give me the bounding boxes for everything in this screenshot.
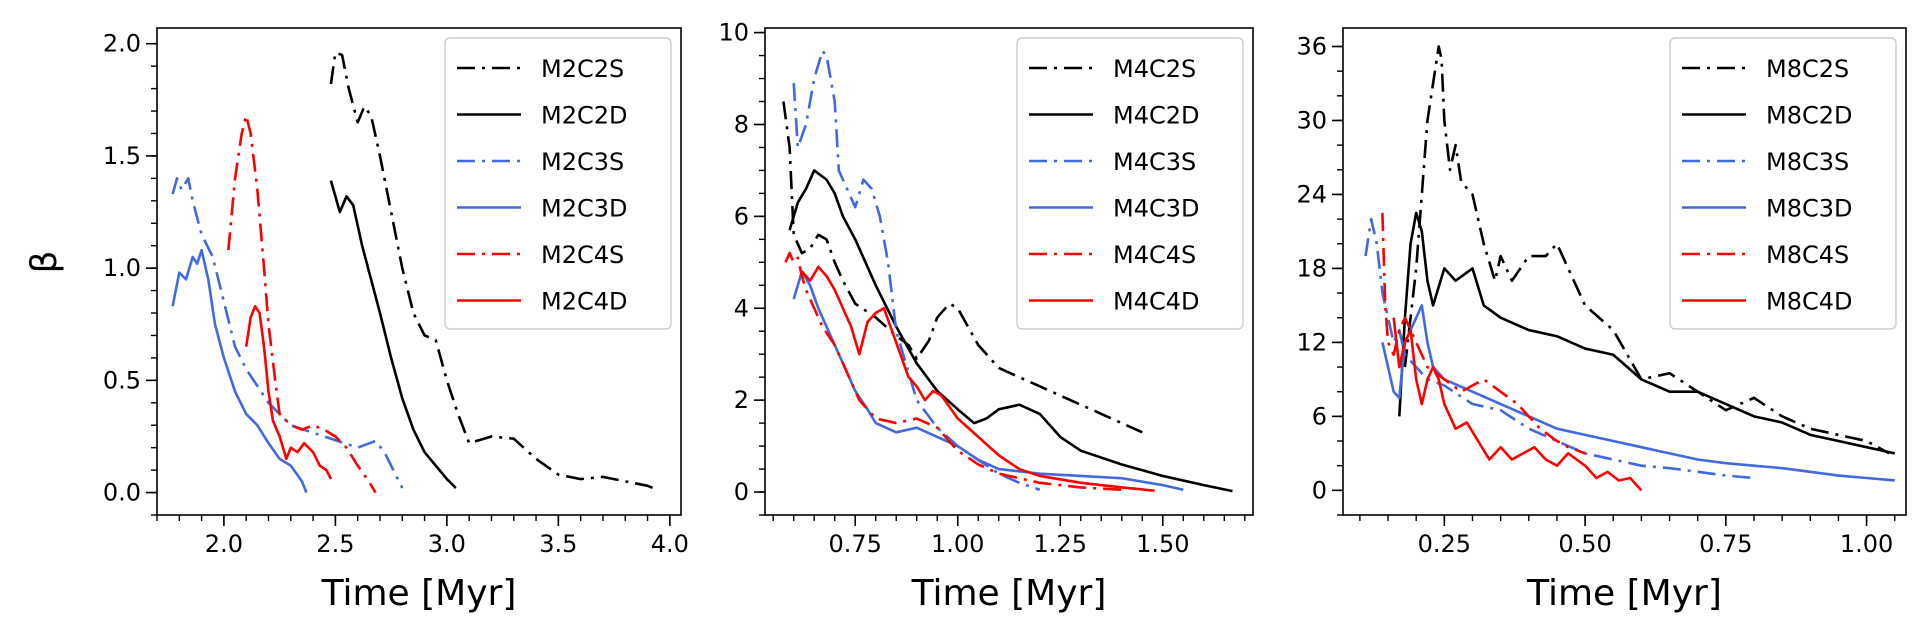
series-line-M4C4S [784, 251, 1122, 492]
series-line-M2C2S [329, 51, 660, 492]
x-tick-label: 4.0 [651, 530, 689, 558]
series-line-M4C2S [782, 101, 1143, 434]
series-line-M4C4D [800, 265, 1155, 492]
y-axis-label: β [24, 251, 65, 274]
legend-label: M2C2D [541, 102, 627, 130]
y-tick-label: 36 [1296, 32, 1327, 60]
plot-frame [156, 27, 682, 516]
legend-box [444, 37, 672, 330]
y-tick-label: 10 [718, 19, 749, 47]
legend-box [1669, 37, 1897, 330]
x-tick-label: 2.0 [205, 530, 243, 558]
y-tick-label: 2.0 [103, 30, 141, 58]
x-tick-label: 1.00 [931, 530, 984, 558]
x-tick-label: 1.25 [1034, 530, 1087, 558]
legend-label: M8C4S [1766, 241, 1849, 269]
legend-label: M4C4S [1113, 241, 1196, 269]
y-tick-label: 0 [734, 478, 749, 506]
series-line-M2C4D [244, 304, 333, 480]
legend-label: M4C3D [1113, 195, 1199, 223]
y-tick-label: 30 [1296, 106, 1327, 134]
series-line-M4C3D [792, 270, 1184, 491]
legend-label: M8C3D [1766, 195, 1852, 223]
x-tick-label: 3.5 [539, 530, 577, 558]
legend: M4C2S M4C2D M4C3S M4C3D M4C4S M4C4D [1016, 37, 1244, 330]
legend-label: M4C3S [1113, 148, 1196, 176]
series-line-M8C2D [1398, 211, 1896, 455]
series-line-M8C2S [1403, 45, 1890, 455]
series-line-M8C3D [1381, 304, 1895, 482]
legend-label: M4C4D [1113, 288, 1199, 316]
chart-panel-1: 2.0 2.5 3.0 3.5 4.0 0.0 0.5 1.0 1.5 2.0 Time [Myr]… [103, 27, 689, 614]
legend-label: M2C3S [541, 148, 624, 176]
y-tick-label: 1.5 [103, 142, 141, 170]
chart-panel-3: 0.25 0.50 0.75 1.00 0 6 12 18 24 30 36 Time [Myr] M8… [1296, 27, 1907, 614]
series-line-M8C3S [1364, 217, 1755, 480]
series-line-M4C3S [792, 49, 1041, 491]
legend-label: M2C3D [541, 195, 627, 223]
y-tick-label: 0 [1312, 476, 1327, 504]
series-line-M8C4D [1392, 317, 1643, 492]
legend-label: M4C2D [1113, 102, 1199, 130]
x-axis-label: Time [Myr] [321, 573, 517, 614]
x-tick-label: 2.5 [316, 530, 354, 558]
series-line-M8C4S [1381, 212, 1586, 455]
legend-label: M2C2S [541, 55, 624, 83]
y-tick-label: 1.0 [103, 254, 141, 282]
y-tick-label: 18 [1296, 254, 1327, 282]
legend-label: M4C2S [1113, 55, 1196, 83]
y-tick-label: 0.0 [103, 479, 141, 507]
x-tick-label: 1.00 [1840, 530, 1893, 558]
y-tick-label: 24 [1296, 180, 1327, 208]
plot-frame [764, 27, 1254, 516]
legend-label: M8C2D [1766, 102, 1852, 130]
x-tick-label: 0.50 [1558, 530, 1611, 558]
legend-box [1016, 37, 1244, 330]
series-line-M2C2D [329, 180, 457, 489]
y-tick-label: 6 [734, 202, 749, 230]
y-tick-label: 6 [1312, 402, 1327, 430]
legend-label: M8C2S [1766, 55, 1849, 83]
y-tick-label: 8 [734, 110, 749, 138]
legend-label: M2C4S [541, 241, 624, 269]
plot-frame [1342, 27, 1907, 516]
x-axis-label: Time [Myr] [911, 573, 1107, 614]
x-axis-label: Time [Myr] [1526, 573, 1722, 614]
legend: M8C2S M8C2D M8C3S M8C3D M8C4S M8C4D [1669, 37, 1897, 330]
x-tick-label: 0.25 [1418, 530, 1471, 558]
y-tick-label: 0.5 [103, 366, 141, 394]
x-tick-label: 1.50 [1136, 530, 1189, 558]
legend-label: M8C4D [1766, 288, 1852, 316]
y-tick-label: 12 [1296, 328, 1327, 356]
series-line-M4C2D [788, 169, 1233, 493]
x-tick-label: 3.0 [428, 530, 466, 558]
y-tick-label: 4 [734, 294, 749, 322]
legend-label: M2C4D [541, 288, 627, 316]
series-line-M2C3D [171, 248, 308, 494]
y-tick-label: 2 [734, 386, 749, 414]
legend-label: M8C3S [1766, 148, 1849, 176]
series-line-M2C4S [227, 114, 377, 494]
legend: M2C2S M2C2D M2C3S M2C3D M2C4S M2C4D [444, 37, 672, 330]
series-line-M2C3S [171, 177, 404, 489]
x-tick-label: 0.75 [1699, 530, 1752, 558]
x-tick-label: 0.75 [828, 530, 881, 558]
